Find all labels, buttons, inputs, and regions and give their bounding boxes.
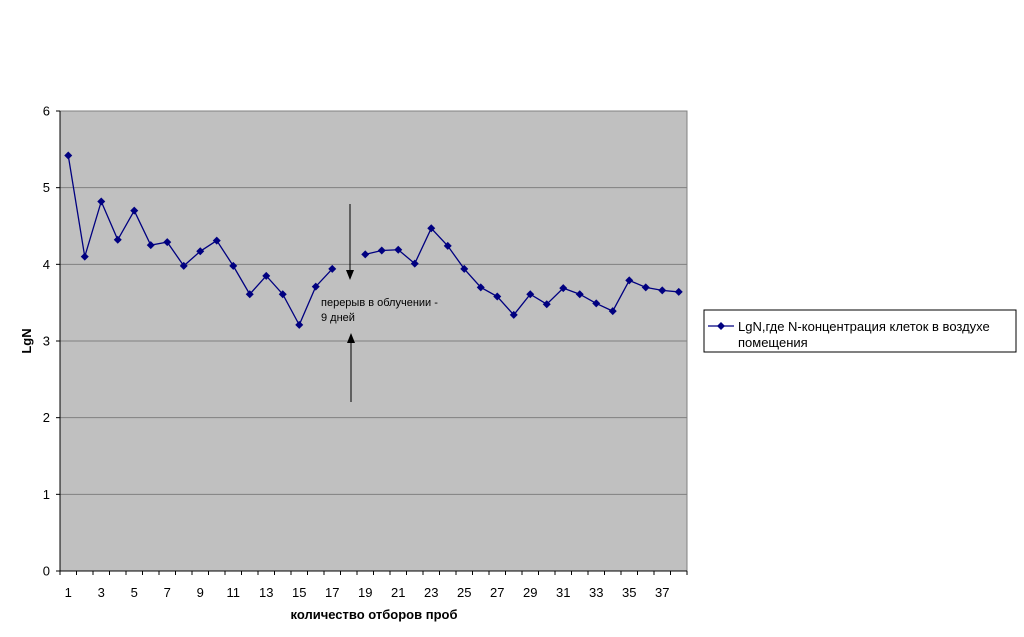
series-layer xyxy=(64,151,683,329)
data-point xyxy=(641,283,650,292)
data-point xyxy=(262,271,271,280)
data-point xyxy=(146,241,155,250)
y-tick-label: 4 xyxy=(43,257,50,272)
data-point xyxy=(674,287,683,296)
data-point xyxy=(377,246,386,255)
data-point xyxy=(361,250,370,259)
x-tick-label: 27 xyxy=(490,585,504,600)
y-tick-label: 2 xyxy=(43,410,50,425)
x-tick-label: 1 xyxy=(65,585,72,600)
data-point xyxy=(196,247,205,256)
data-point xyxy=(229,261,238,270)
x-tick-label: 35 xyxy=(622,585,636,600)
legend: LgN,где N-концентрация клеток в воздухе … xyxy=(703,309,1017,353)
y-tick-label: 0 xyxy=(43,564,50,579)
x-tick-label: 5 xyxy=(131,585,138,600)
data-point xyxy=(311,282,320,291)
data-point xyxy=(64,151,73,160)
data-point xyxy=(526,290,535,299)
data-point xyxy=(212,236,221,245)
annotation: перерыв в облучении - 9 дней xyxy=(321,204,438,402)
data-point xyxy=(113,235,122,244)
data-point xyxy=(460,264,469,273)
y-axis-title: LgN xyxy=(19,328,34,353)
x-tick-label: 9 xyxy=(197,585,204,600)
x-tick-labels: 1 3 5 7 9 11 13 15 17 19 21 23 25 27 29 31 33 35 37 xyxy=(65,585,670,600)
x-tick-label: 37 xyxy=(655,585,669,600)
annotation-line-2: 9 дней xyxy=(321,312,355,324)
gridlines xyxy=(60,110,687,495)
y-tick-label: 5 xyxy=(43,180,50,195)
data-point xyxy=(130,206,139,215)
legend-label: LgN,где N-концентрация клеток в воздухе … xyxy=(738,319,993,350)
data-point xyxy=(179,261,188,270)
data-point xyxy=(493,292,502,301)
data-point xyxy=(410,259,419,268)
data-point xyxy=(80,252,89,261)
data-point xyxy=(608,307,617,316)
annotation-line-1: перерыв в облучении - xyxy=(321,297,438,309)
x-tick-label: 25 xyxy=(457,585,471,600)
x-tick-label: 15 xyxy=(292,585,306,600)
x-axis-title: количество отборов проб xyxy=(291,607,458,622)
x-tick-label: 3 xyxy=(98,585,105,600)
x-tick-label: 7 xyxy=(164,585,171,600)
data-point xyxy=(163,238,172,247)
y-tick-labels: 0 1 2 3 4 5 6 xyxy=(43,104,50,579)
data-point xyxy=(509,310,518,319)
data-point xyxy=(245,290,254,299)
y-tick-label: 1 xyxy=(43,487,50,502)
axes xyxy=(56,110,688,575)
data-point xyxy=(278,290,287,299)
data-point xyxy=(394,245,403,254)
data-point xyxy=(427,224,436,233)
data-point xyxy=(328,264,337,273)
x-tick-label: 19 xyxy=(358,585,372,600)
legend-box xyxy=(703,309,1017,353)
x-tick-label: 13 xyxy=(259,585,273,600)
legend-label-line-1: LgN,где N-концентрация клеток в воздухе xyxy=(738,319,990,334)
legend-marker xyxy=(717,322,725,330)
x-tick-label: 21 xyxy=(391,585,405,600)
data-point xyxy=(295,320,304,329)
x-tick-label: 31 xyxy=(556,585,570,600)
legend-label-line-2: помещения xyxy=(738,335,808,350)
data-point xyxy=(443,241,452,250)
y-tick-label: 3 xyxy=(43,334,50,349)
x-tick-label: 33 xyxy=(589,585,603,600)
data-point xyxy=(97,197,106,206)
x-tick-label: 23 xyxy=(424,585,438,600)
data-point xyxy=(476,283,485,292)
data-point xyxy=(592,299,601,308)
data-point xyxy=(575,290,584,299)
data-point xyxy=(559,284,568,293)
data-point xyxy=(658,286,667,295)
x-tick-label: 29 xyxy=(523,585,537,600)
data-point xyxy=(542,300,551,309)
series-line xyxy=(365,227,679,316)
data-point xyxy=(625,276,634,285)
y-tick-label: 6 xyxy=(43,104,50,119)
x-tick-label: 17 xyxy=(325,585,339,600)
x-tick-label: 11 xyxy=(227,585,241,600)
